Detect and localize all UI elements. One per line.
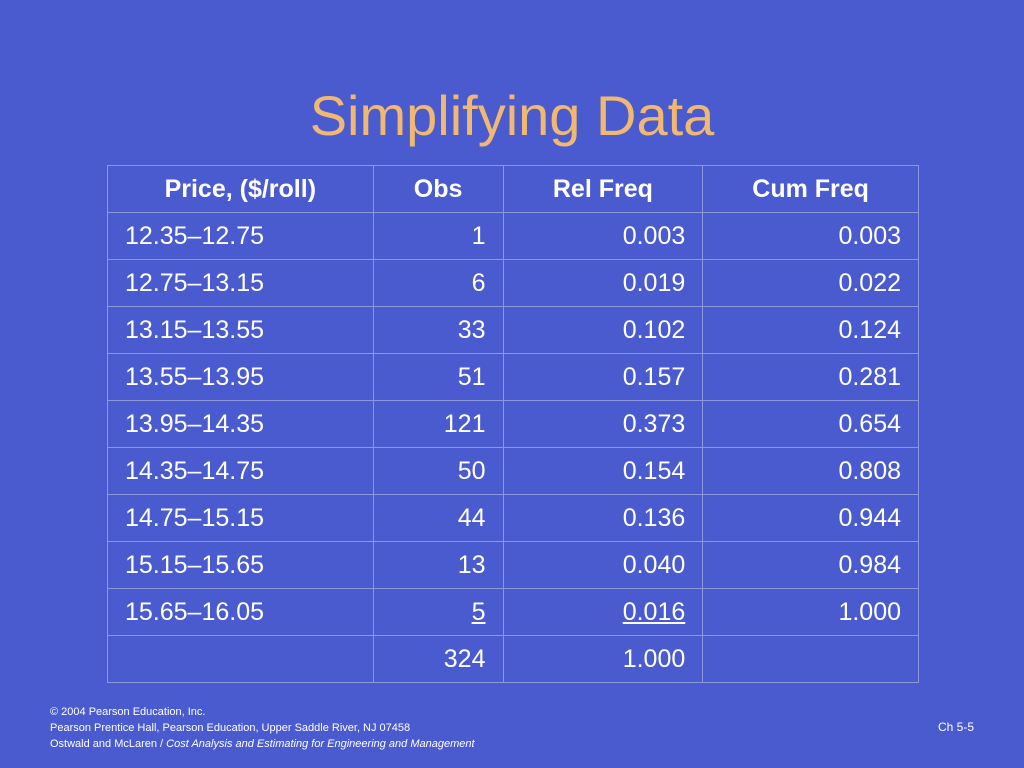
- cum-freq-cell: 1.000: [702, 588, 919, 636]
- cum-freq-cell: 0.944: [702, 494, 919, 542]
- obs-cell: 5: [372, 588, 504, 636]
- rel-freq-cell: 0.373: [502, 400, 704, 448]
- price-range-cell: 13.95–14.35: [107, 400, 374, 448]
- table-total-row: 324 1.000: [107, 635, 919, 683]
- obs-cell: 33: [372, 306, 504, 354]
- rel-freq-value-underlined: 0.016: [622, 597, 686, 626]
- table-row: 15.65–16.05 5 0.016 1.000: [107, 588, 919, 636]
- obs-cell: 13: [372, 541, 504, 589]
- header-cum-freq: Cum Freq: [702, 165, 919, 213]
- header-obs: Obs: [372, 165, 504, 213]
- rel-freq-cell: 0.157: [502, 353, 704, 401]
- rel-freq-cell: 0.016: [502, 588, 704, 636]
- obs-cell: 50: [372, 447, 504, 495]
- footer-book-title: Cost Analysis and Estimating for Enginee…: [166, 738, 475, 750]
- rel-freq-cell: 0.040: [502, 541, 704, 589]
- rel-freq-total-cell: 1.000: [502, 635, 704, 683]
- table-row: 14.35–14.75 50 0.154 0.808: [107, 447, 919, 495]
- slide-footer: © 2004 Pearson Education, Inc. Pearson P…: [50, 704, 475, 752]
- cum-freq-cell: 0.003: [702, 212, 919, 260]
- table-row: 14.75–15.15 44 0.136 0.944: [107, 494, 919, 542]
- page-number: Ch 5-5: [937, 720, 974, 734]
- cum-freq-cell: 0.984: [702, 541, 919, 589]
- cum-freq-cell: 0.808: [702, 447, 919, 495]
- obs-cell: 6: [372, 259, 504, 307]
- rel-freq-cell: 0.136: [502, 494, 704, 542]
- cum-freq-cell: 0.022: [702, 259, 919, 307]
- header-rel-freq: Rel Freq: [502, 165, 704, 213]
- price-range-cell: 13.55–13.95: [107, 353, 374, 401]
- frequency-table: Price, ($/roll) Obs Rel Freq Cum Freq 12…: [107, 165, 919, 683]
- footer-citation: Ostwald and McLaren / Cost Analysis and …: [50, 736, 475, 752]
- obs-cell: 51: [372, 353, 504, 401]
- price-range-cell: 14.35–14.75: [107, 447, 374, 495]
- table-row: 13.55–13.95 51 0.157 0.281: [107, 353, 919, 401]
- price-range-cell: 12.35–12.75: [107, 212, 374, 260]
- price-range-cell: [107, 635, 374, 683]
- price-range-cell: 15.65–16.05: [107, 588, 374, 636]
- cum-freq-cell: 0.654: [702, 400, 919, 448]
- obs-cell: 121: [372, 400, 504, 448]
- cum-freq-cell: 0.124: [702, 306, 919, 354]
- cum-freq-cell: [702, 635, 919, 683]
- rel-freq-cell: 0.154: [502, 447, 704, 495]
- table-row: 13.95–14.35 121 0.373 0.654: [107, 400, 919, 448]
- table-header-row: Price, ($/roll) Obs Rel Freq Cum Freq: [107, 165, 919, 213]
- rel-freq-cell: 0.019: [502, 259, 704, 307]
- slide-title: Simplifying Data: [309, 84, 715, 147]
- price-range-cell: 13.15–13.55: [107, 306, 374, 354]
- obs-cell: 44: [372, 494, 504, 542]
- header-price: Price, ($/roll): [107, 165, 374, 213]
- table-row: 15.15–15.65 13 0.040 0.984: [107, 541, 919, 589]
- table-row: 13.15–13.55 33 0.102 0.124: [107, 306, 919, 354]
- footer-publisher: Pearson Prentice Hall, Pearson Education…: [50, 722, 411, 734]
- price-range-cell: 12.75–13.15: [107, 259, 374, 307]
- footer-copyright: © 2004 Pearson Education, Inc.: [50, 706, 206, 718]
- table-row: 12.35–12.75 1 0.003 0.003: [107, 212, 919, 260]
- obs-total-cell: 324: [372, 635, 504, 683]
- footer-authors: Ostwald and McLaren /: [50, 738, 167, 750]
- rel-freq-cell: 0.003: [502, 212, 704, 260]
- cum-freq-cell: 0.281: [702, 353, 919, 401]
- obs-value-underlined: 5: [471, 597, 486, 626]
- rel-freq-cell: 0.102: [502, 306, 704, 354]
- price-range-cell: 14.75–15.15: [107, 494, 374, 542]
- obs-cell: 1: [372, 212, 504, 260]
- price-range-cell: 15.15–15.65: [107, 541, 374, 589]
- table-row: 12.75–13.15 6 0.019 0.022: [107, 259, 919, 307]
